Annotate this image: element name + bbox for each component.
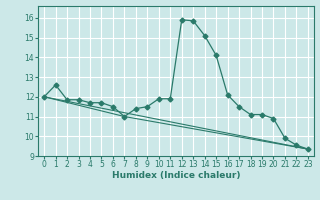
X-axis label: Humidex (Indice chaleur): Humidex (Indice chaleur) [112, 171, 240, 180]
